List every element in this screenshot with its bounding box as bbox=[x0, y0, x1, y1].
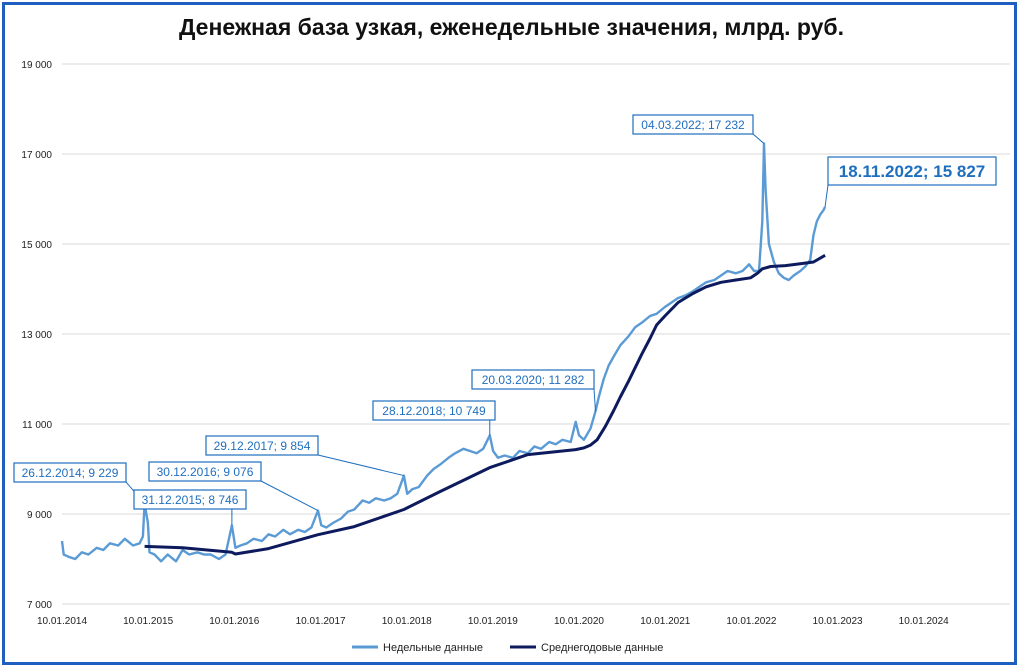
x-tick-label: 10.01.2016 bbox=[209, 616, 259, 627]
x-tick-label: 10.01.2019 bbox=[468, 616, 518, 627]
annotation-box bbox=[827, 156, 997, 186]
annotation-leader bbox=[317, 454, 405, 477]
y-tick-label: 7 000 bbox=[27, 600, 52, 611]
x-tick-label: 10.01.2020 bbox=[554, 616, 604, 627]
x-tick-label: 10.01.2021 bbox=[640, 616, 690, 627]
legend-label-weekly: Недельные данные bbox=[383, 642, 483, 654]
y-tick-label: 9 000 bbox=[27, 510, 52, 521]
y-tick-label: 19 000 bbox=[21, 60, 52, 71]
annotation-box bbox=[13, 462, 127, 483]
annotation-label: 28.12.2018; 10 749 bbox=[382, 404, 486, 418]
annotation-leader bbox=[752, 133, 765, 144]
annotation-label: 18.11.2022; 15 827 bbox=[839, 162, 986, 181]
series-lines bbox=[60, 142, 827, 563]
x-tick-label: 10.01.2023 bbox=[813, 616, 863, 627]
annotation-box bbox=[632, 114, 754, 135]
annotation-box bbox=[372, 400, 496, 421]
y-tick-label: 11 000 bbox=[22, 420, 52, 431]
x-tick-label: 10.01.2022 bbox=[726, 616, 776, 627]
annotation-leader bbox=[593, 388, 596, 412]
chart-title: Денежная база узкая, еженедельные значен… bbox=[178, 14, 844, 40]
legend: Недельные данные Среднегодовые данные bbox=[352, 642, 663, 654]
annotation-box bbox=[148, 461, 262, 482]
annotations: 26.12.2014; 9 229 31.12.2015; 8 746 30.12.… bbox=[13, 114, 997, 526]
x-tick-label: 10.01.2024 bbox=[899, 616, 949, 627]
annotation-label: 29.12.2017; 9 854 bbox=[214, 439, 311, 453]
y-tick-label: 15 000 bbox=[21, 240, 52, 251]
annotation-label: 31.12.2015; 8 746 bbox=[142, 493, 239, 507]
y-tick-label: 13 000 bbox=[21, 330, 52, 341]
series-line-annual bbox=[144, 254, 826, 556]
x-tick-labels: 10.01.2014 10.01.2015 10.01.2016 10.01.2017… bbox=[37, 616, 949, 627]
annotation-leader bbox=[824, 184, 829, 207]
annotation-label: 26.12.2014; 9 229 bbox=[22, 466, 119, 480]
legend-label-annual: Среднегодовые данные bbox=[541, 642, 663, 654]
series-line-weekly bbox=[60, 142, 827, 563]
annotation-box bbox=[133, 489, 247, 510]
annotation-box bbox=[205, 435, 319, 456]
y-tick-label: 17 000 bbox=[21, 150, 52, 161]
annotation-box bbox=[471, 369, 595, 390]
annotation-label: 30.12.2016; 9 076 bbox=[157, 465, 254, 479]
gridlines bbox=[62, 63, 1010, 605]
x-tick-label: 10.01.2014 bbox=[37, 616, 87, 627]
annotation-label: 04.03.2022; 17 232 bbox=[641, 118, 745, 132]
x-tick-label: 10.01.2017 bbox=[296, 616, 346, 627]
annotation-label: 20.03.2020; 11 282 bbox=[482, 373, 585, 387]
annotation-leader bbox=[260, 480, 319, 512]
y-tick-labels: 7 000 9 000 11 000 13 000 15 000 17 000 19 000 bbox=[21, 60, 52, 611]
x-tick-label: 10.01.2018 bbox=[382, 616, 432, 627]
x-tick-label: 10.01.2015 bbox=[123, 616, 173, 627]
